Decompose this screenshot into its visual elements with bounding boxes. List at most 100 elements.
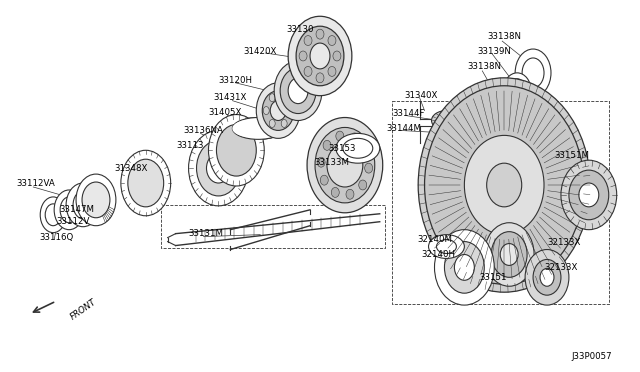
Ellipse shape bbox=[561, 160, 617, 230]
Ellipse shape bbox=[274, 61, 322, 121]
Ellipse shape bbox=[317, 157, 325, 167]
Ellipse shape bbox=[189, 131, 248, 206]
Ellipse shape bbox=[60, 197, 78, 223]
Ellipse shape bbox=[500, 244, 518, 265]
Ellipse shape bbox=[336, 131, 344, 141]
Ellipse shape bbox=[424, 86, 584, 284]
Ellipse shape bbox=[362, 145, 369, 155]
Ellipse shape bbox=[327, 143, 363, 187]
Ellipse shape bbox=[232, 118, 284, 140]
Text: 33147M: 33147M bbox=[59, 205, 94, 214]
Ellipse shape bbox=[234, 121, 273, 137]
Text: 33131M: 33131M bbox=[189, 229, 223, 238]
Ellipse shape bbox=[270, 101, 286, 121]
Ellipse shape bbox=[281, 119, 287, 128]
Text: 31405X: 31405X bbox=[209, 108, 242, 117]
Ellipse shape bbox=[328, 36, 336, 45]
Ellipse shape bbox=[121, 150, 171, 216]
Ellipse shape bbox=[281, 94, 287, 102]
Ellipse shape bbox=[66, 183, 100, 227]
Text: 33153: 33153 bbox=[328, 144, 355, 153]
Text: 32140H: 32140H bbox=[422, 250, 456, 259]
Text: 33139N: 33139N bbox=[477, 46, 511, 55]
Text: 33120H: 33120H bbox=[218, 76, 252, 85]
Ellipse shape bbox=[503, 73, 531, 109]
Text: 31340X: 31340X bbox=[404, 91, 438, 100]
Ellipse shape bbox=[269, 94, 275, 102]
Ellipse shape bbox=[569, 170, 609, 220]
Ellipse shape bbox=[323, 140, 331, 150]
Ellipse shape bbox=[76, 174, 116, 226]
Ellipse shape bbox=[436, 240, 456, 253]
Ellipse shape bbox=[429, 235, 465, 259]
Text: 33136NA: 33136NA bbox=[184, 126, 223, 135]
Ellipse shape bbox=[262, 91, 294, 131]
Text: 33112VA: 33112VA bbox=[17, 179, 55, 187]
Ellipse shape bbox=[365, 163, 372, 173]
Ellipse shape bbox=[486, 163, 522, 207]
Ellipse shape bbox=[310, 43, 330, 69]
Ellipse shape bbox=[128, 159, 164, 207]
Text: 32133X: 32133X bbox=[544, 263, 577, 272]
Ellipse shape bbox=[299, 51, 307, 61]
Ellipse shape bbox=[316, 73, 324, 83]
Ellipse shape bbox=[207, 153, 230, 183]
Text: 33116Q: 33116Q bbox=[39, 233, 74, 242]
Ellipse shape bbox=[209, 115, 264, 186]
Text: 33133M: 33133M bbox=[314, 158, 349, 167]
Ellipse shape bbox=[351, 133, 358, 143]
Ellipse shape bbox=[481, 85, 517, 132]
Ellipse shape bbox=[332, 187, 339, 198]
Ellipse shape bbox=[444, 241, 484, 293]
Text: 33113: 33113 bbox=[177, 141, 204, 150]
Ellipse shape bbox=[40, 197, 66, 232]
Text: 31348X: 31348X bbox=[114, 164, 147, 173]
Ellipse shape bbox=[525, 250, 569, 305]
Text: 31420X: 31420X bbox=[243, 46, 276, 55]
Ellipse shape bbox=[435, 230, 494, 305]
Ellipse shape bbox=[522, 58, 544, 88]
Ellipse shape bbox=[359, 180, 367, 190]
Ellipse shape bbox=[515, 49, 551, 97]
Ellipse shape bbox=[438, 116, 454, 125]
Ellipse shape bbox=[216, 125, 256, 176]
Ellipse shape bbox=[484, 223, 534, 286]
Ellipse shape bbox=[320, 175, 328, 185]
Ellipse shape bbox=[508, 79, 526, 103]
Ellipse shape bbox=[454, 254, 474, 280]
Text: 33138N: 33138N bbox=[467, 62, 501, 71]
Ellipse shape bbox=[431, 110, 461, 131]
Ellipse shape bbox=[336, 134, 380, 163]
Text: J33P0057: J33P0057 bbox=[572, 352, 612, 361]
Ellipse shape bbox=[328, 67, 336, 76]
Ellipse shape bbox=[579, 183, 599, 207]
Text: 31431X: 31431X bbox=[214, 93, 247, 102]
Ellipse shape bbox=[465, 135, 544, 235]
Text: 32140M: 32140M bbox=[417, 235, 452, 244]
Ellipse shape bbox=[492, 232, 527, 277]
Text: 33130: 33130 bbox=[286, 25, 314, 34]
Ellipse shape bbox=[346, 189, 354, 199]
Ellipse shape bbox=[540, 268, 554, 286]
Ellipse shape bbox=[451, 128, 474, 143]
Ellipse shape bbox=[256, 83, 300, 138]
Ellipse shape bbox=[304, 36, 312, 45]
Ellipse shape bbox=[287, 107, 293, 115]
Text: 33144F: 33144F bbox=[393, 109, 425, 118]
Text: 33151: 33151 bbox=[479, 273, 507, 282]
Ellipse shape bbox=[316, 29, 324, 39]
Ellipse shape bbox=[418, 78, 590, 292]
Ellipse shape bbox=[45, 204, 61, 226]
Ellipse shape bbox=[82, 182, 110, 218]
Text: 33138N: 33138N bbox=[487, 32, 521, 41]
Ellipse shape bbox=[288, 16, 352, 96]
Text: 32133X: 32133X bbox=[547, 238, 580, 247]
Ellipse shape bbox=[307, 118, 383, 213]
Ellipse shape bbox=[444, 122, 480, 148]
Ellipse shape bbox=[73, 191, 93, 219]
Ellipse shape bbox=[304, 67, 312, 76]
Text: FRONT: FRONT bbox=[69, 297, 99, 321]
Text: 33151M: 33151M bbox=[554, 151, 589, 160]
Ellipse shape bbox=[315, 128, 375, 203]
Ellipse shape bbox=[296, 26, 344, 86]
